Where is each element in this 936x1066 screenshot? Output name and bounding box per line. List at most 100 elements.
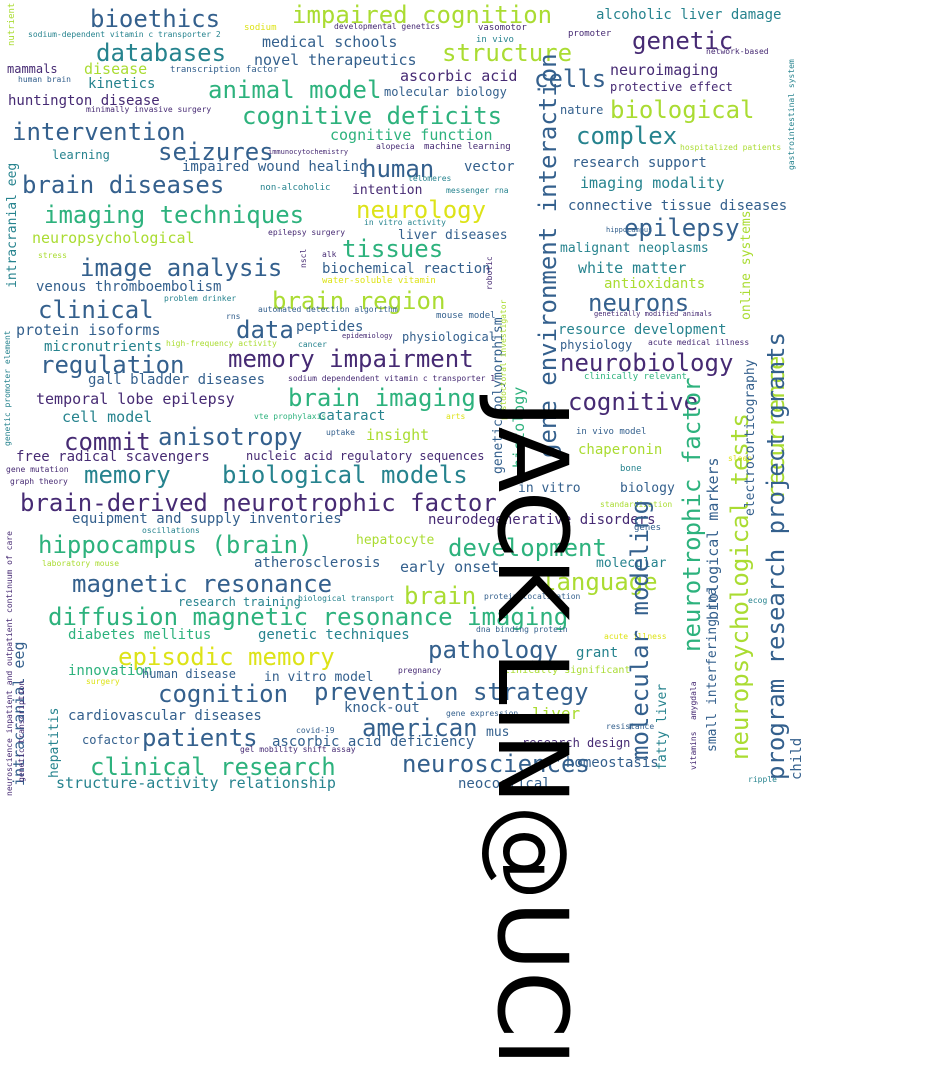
- word-research-support: research support: [572, 155, 707, 171]
- word-laboratory-mouse: laboratory mouse: [42, 559, 120, 568]
- word-imaging-modality: imaging modality: [580, 174, 725, 192]
- word-temporal-lobe-epilepsy: temporal lobe epilepsy: [36, 390, 235, 408]
- word-data: data: [236, 316, 294, 344]
- word-oscillations: oscillations: [142, 526, 200, 535]
- word-clinically-significant: clinically significant: [498, 665, 631, 676]
- word-genetic-transcription: genetic transcription: [17, 680, 26, 782]
- word-sodium-dependendent-vitamin-c-transporter-1: sodium dependendent vitamin c transporte…: [288, 374, 496, 383]
- word-bone: bone: [620, 464, 642, 474]
- word-alcoholic-liver-damage: alcoholic liver damage: [596, 7, 782, 23]
- word-resistance: resistance: [606, 722, 655, 731]
- word-neuroimaging: neuroimaging: [610, 61, 719, 79]
- word-neurology: neurology: [356, 196, 487, 224]
- word-sodium-dependent-vitamin-c-transporter-2: sodium-dependent vitamin c transporter 2: [28, 30, 221, 39]
- word-cognition: cognition: [158, 680, 289, 708]
- word-vte-prophylaxis: vte prophylaxis: [254, 412, 327, 421]
- word-minimally-invasive-surgery: minimally invasive surgery: [86, 105, 212, 114]
- word-pathology: pathology: [428, 636, 559, 664]
- word-impaired-wound-healing: impaired wound healing: [182, 159, 368, 175]
- word-immunocytochemistry: immunocytochemistry: [268, 148, 349, 156]
- word-cloud: bioethics impaired cognition alcoholic l…: [3, 1, 805, 796]
- word-neocortical: neocortical: [458, 776, 551, 792]
- word-graph-theory: graph theory: [10, 477, 68, 486]
- word-online-systems: electrocorticography: [743, 359, 758, 516]
- word-biological: biological: [610, 96, 755, 124]
- word-neuropsychological: neuropsychological: [32, 229, 195, 247]
- word-biological-transport: biological transport: [298, 594, 395, 603]
- word-cataract: cataract: [318, 408, 386, 424]
- word-hippocampus: hippocampus: [606, 226, 653, 234]
- word-clinical-research: clinical research: [90, 753, 336, 781]
- word-structure: structure: [442, 39, 573, 67]
- word-bioethics: bioethics: [90, 5, 221, 33]
- word-stress: stress: [38, 251, 67, 260]
- word-genetically-modified-animals: genetically modified animals: [594, 310, 713, 318]
- word-dna-binding-protein: dna binding protein: [476, 625, 568, 634]
- word-in-vitro-model: in vitro model: [264, 670, 374, 685]
- word-gall-bladder-diseases: gall bladder diseases: [88, 372, 266, 388]
- word-mouse-model: mouse model: [436, 311, 496, 321]
- word-hepatitis: online systems: [739, 210, 754, 320]
- word-learning: learning: [52, 148, 110, 162]
- word-physiological: physiological: [402, 330, 496, 344]
- word-nature: nature: [560, 103, 604, 117]
- word-gene-expression: gene expression: [446, 709, 519, 718]
- word-research-design: research design: [522, 736, 631, 750]
- word-equipment-and-supply-inventories: equipment and supply inventories: [72, 511, 342, 527]
- word-connective-tissue-diseases: connective tissue diseases: [568, 198, 788, 214]
- word-regulation: regulation: [40, 351, 185, 379]
- word-ascorbic-acid-deficiency: ascorbic acid deficiency: [272, 734, 475, 750]
- word-clinically-relevant: clinically relevant: [584, 372, 687, 382]
- word-pregnancy: pregnancy: [398, 666, 442, 675]
- word-cognitive: cognitive: [568, 388, 699, 416]
- word-mus: mus: [486, 725, 510, 740]
- word-physiology: physiology: [560, 338, 633, 352]
- word-complex: complex: [576, 122, 678, 150]
- word-acute-illness: acute illness: [604, 632, 667, 641]
- word-impaired-cognition: impaired cognition: [292, 1, 553, 29]
- word-water-soluble-vitamin: water-soluble vitamin: [322, 276, 436, 286]
- word-language: language: [542, 568, 658, 596]
- word-messenger-rna: messenger rna: [446, 186, 509, 195]
- word-standardization: standardization: [600, 500, 673, 509]
- word-databases: databases: [96, 39, 227, 67]
- word-in-vitro: in vitro: [518, 481, 581, 496]
- word-intracranial-eeg-vertical-label: intracranial eeg: [5, 162, 20, 288]
- word-cell-model: cell model: [62, 408, 153, 426]
- word-sleep: sleep: [728, 454, 753, 463]
- word-brain-derived-neurotrophic-factor: brain-derived neurotrophic factor: [20, 489, 497, 517]
- word-nutrient: nutrient: [7, 2, 17, 46]
- word-recurrence: program research project grants: [762, 332, 790, 780]
- word-automated-detection-algorithm: automated detection algorithm: [258, 305, 398, 314]
- word-biochemical-reaction: biochemical reaction: [322, 261, 491, 277]
- word-magnetic-resonance: magnetic resonance: [72, 570, 333, 598]
- word-rns: rns: [226, 312, 241, 321]
- word-development: development: [448, 534, 607, 562]
- word-vector: vector: [464, 159, 515, 175]
- word-repository: hepatitis: [47, 707, 62, 778]
- word-image-analysis: image analysis: [80, 254, 283, 282]
- word-cancer: cancer: [298, 340, 327, 349]
- word-research-training: research training: [178, 595, 301, 609]
- word-tissues: tissues: [342, 235, 444, 263]
- word-neurosciences: neurosciences: [402, 750, 590, 778]
- word-vasomotor: vasomotor: [478, 23, 527, 33]
- word-liver-diseases: liver diseases: [398, 228, 508, 243]
- word-neurodegenerative-disorders: neurodegenerative disorders: [428, 512, 656, 528]
- word-child: molecular modeling: [626, 499, 654, 760]
- word-brain-region: brain region: [272, 287, 446, 315]
- word-epidemiology: epidemiology: [342, 332, 393, 340]
- word-brain-diseases: brain diseases: [22, 171, 225, 199]
- word-knock-out: knock-out: [344, 700, 420, 716]
- word-vitamins: vitamins: [689, 731, 698, 770]
- word-program-research-project-grants: child: [789, 737, 805, 780]
- word-problem-drinker: problem drinker: [164, 294, 237, 303]
- word-machine-learning: machine learning: [424, 142, 511, 152]
- word-diabetes-mellitus: diabetes mellitus: [68, 627, 212, 643]
- word-human-disease: human disease: [142, 667, 236, 681]
- word-huntington-disease: huntington disease: [8, 93, 160, 109]
- word-transcription-factor: transcription factor: [170, 65, 279, 75]
- word-memory-impairment: memory impairment: [228, 345, 474, 373]
- word-alopecia: alopecia: [376, 142, 415, 151]
- word-gel-mobility-shift-assay: gel mobility shift assay: [240, 745, 356, 754]
